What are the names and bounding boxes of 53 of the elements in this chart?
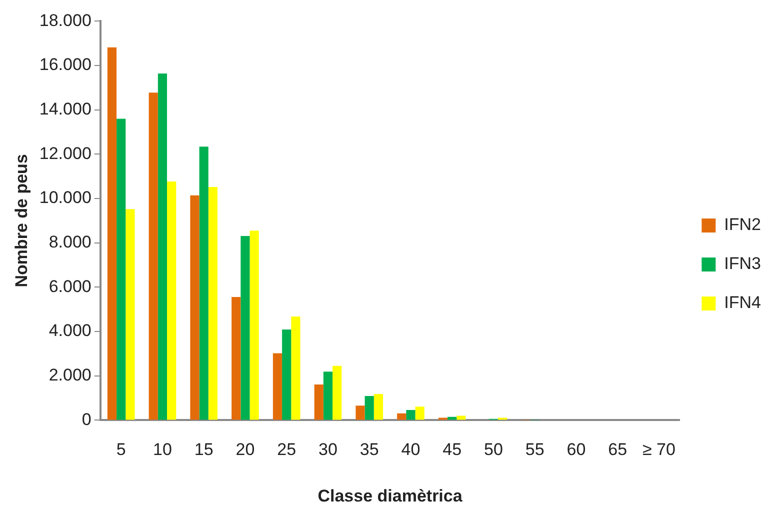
bar [323, 372, 333, 420]
y-tick-label: 16.000 [39, 55, 92, 74]
y-tick-label: 8.000 [48, 232, 92, 252]
y-tick-label: 4.000 [48, 321, 92, 340]
x-tick-label: 50 [484, 440, 503, 460]
bar [158, 74, 168, 420]
y-tick-label: 6.000 [48, 276, 92, 296]
legend-label: IFN4 [724, 293, 762, 312]
x-tick-label: 15 [194, 440, 214, 460]
bar [240, 236, 250, 420]
x-tick-label: 45 [442, 440, 462, 460]
bar [250, 230, 259, 420]
bar [356, 406, 365, 420]
bar [364, 396, 374, 420]
x-tick-label: 30 [318, 440, 338, 460]
bar [397, 413, 406, 420]
legend-label: IFN2 [724, 215, 762, 234]
y-tick-label: 0 [82, 410, 92, 429]
y-axis-title: Nombre de peus [12, 154, 31, 288]
bar [291, 316, 300, 420]
x-tick-label: 5 [116, 440, 126, 460]
bar [190, 195, 200, 420]
x-tick-label: 20 [236, 440, 255, 460]
x-tick-label: 10 [153, 440, 172, 460]
bar [415, 406, 424, 420]
legend-label: IFN3 [724, 254, 762, 274]
bar [314, 384, 324, 420]
bar [406, 410, 416, 420]
x-tick-label: 60 [566, 440, 586, 460]
x-tick-label: 40 [401, 440, 420, 460]
x-tick-label: 65 [608, 440, 628, 460]
x-tick-label: 55 [525, 440, 544, 460]
y-tick-label: 14.000 [39, 100, 92, 119]
bar [282, 330, 292, 420]
x-tick-label: ≥ 70 [642, 440, 676, 460]
y-tick-label: 2.000 [48, 366, 92, 385]
y-tick-label: 10.000 [39, 188, 92, 208]
bar [272, 353, 282, 420]
x-tick-label: 35 [360, 440, 379, 460]
bar [148, 92, 158, 420]
bar [107, 47, 117, 420]
x-tick-label: 25 [277, 440, 296, 460]
y-tick-label: 12.000 [39, 144, 92, 163]
bar [126, 209, 135, 420]
y-tick-label: 18.000 [39, 10, 92, 30]
bar [332, 366, 342, 420]
x-axis-title: Classe diamètrica [318, 486, 463, 506]
bar [199, 146, 208, 420]
bar [208, 187, 218, 420]
bar [167, 181, 176, 420]
bar [232, 296, 241, 420]
bar [116, 118, 126, 420]
bar [374, 394, 383, 420]
